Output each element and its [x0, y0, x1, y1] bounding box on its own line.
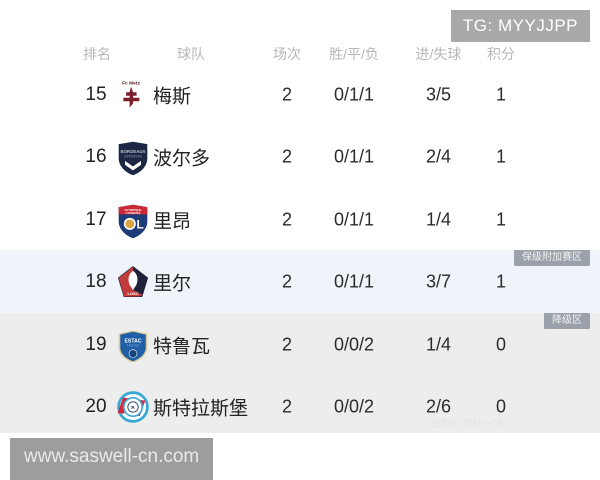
svg-text:LOSC: LOSC: [127, 291, 138, 296]
svg-text:ESTAC: ESTAC: [124, 338, 141, 344]
svg-text:BORDEAUX: BORDEAUX: [121, 149, 146, 154]
svg-text:Fc Metz: Fc Metz: [122, 80, 140, 86]
svg-text:LYONNAIS: LYONNAIS: [126, 210, 141, 214]
svg-text:T R O Y E S: T R O Y E S: [127, 345, 140, 347]
svg-text:GIRONDINS: GIRONDINS: [124, 155, 142, 159]
svg-text:R: R: [131, 405, 135, 411]
svg-text:L: L: [137, 217, 144, 231]
